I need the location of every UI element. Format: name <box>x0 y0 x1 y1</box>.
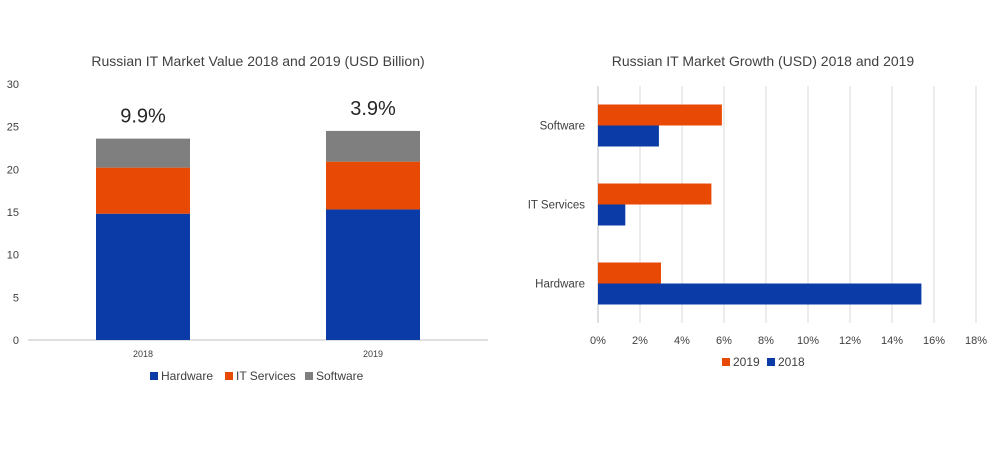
legend-swatch <box>150 372 158 380</box>
bar-it-services <box>326 161 420 210</box>
y-tick-label: 25 <box>7 122 19 134</box>
y-tick-label: 5 <box>13 292 19 304</box>
legend-label: Software <box>316 369 364 383</box>
plot-area: 0 5 10 15 20 25 30 9.9% 2018 3.9% 2019 <box>7 79 488 359</box>
legend-label: IT Services <box>236 369 296 383</box>
legend: Hardware IT Services Software <box>150 369 364 383</box>
x-tick-label: 2018 <box>133 349 153 359</box>
x-tick-label: 2019 <box>363 349 383 359</box>
y-tick-label: 10 <box>7 250 19 262</box>
bar-software <box>96 138 190 168</box>
y-tick-label: 20 <box>7 164 19 176</box>
bar-it-services <box>96 167 190 214</box>
legend-label: Hardware <box>161 369 213 383</box>
growth-annotation: 3.9% <box>350 98 396 120</box>
y-tick-label: 30 <box>7 79 19 91</box>
chart-title: Russian IT Market Value 2018 and 2019 (U… <box>91 53 424 69</box>
bar-hardware <box>326 209 420 340</box>
bar-hardware <box>96 213 190 340</box>
y-tick-label: 15 <box>7 207 19 219</box>
legend-swatch <box>225 372 233 380</box>
bar-software <box>326 130 420 162</box>
legend-swatch <box>305 372 313 380</box>
y-tick-label: 0 <box>13 335 19 347</box>
growth-annotation: 9.9% <box>120 106 166 128</box>
